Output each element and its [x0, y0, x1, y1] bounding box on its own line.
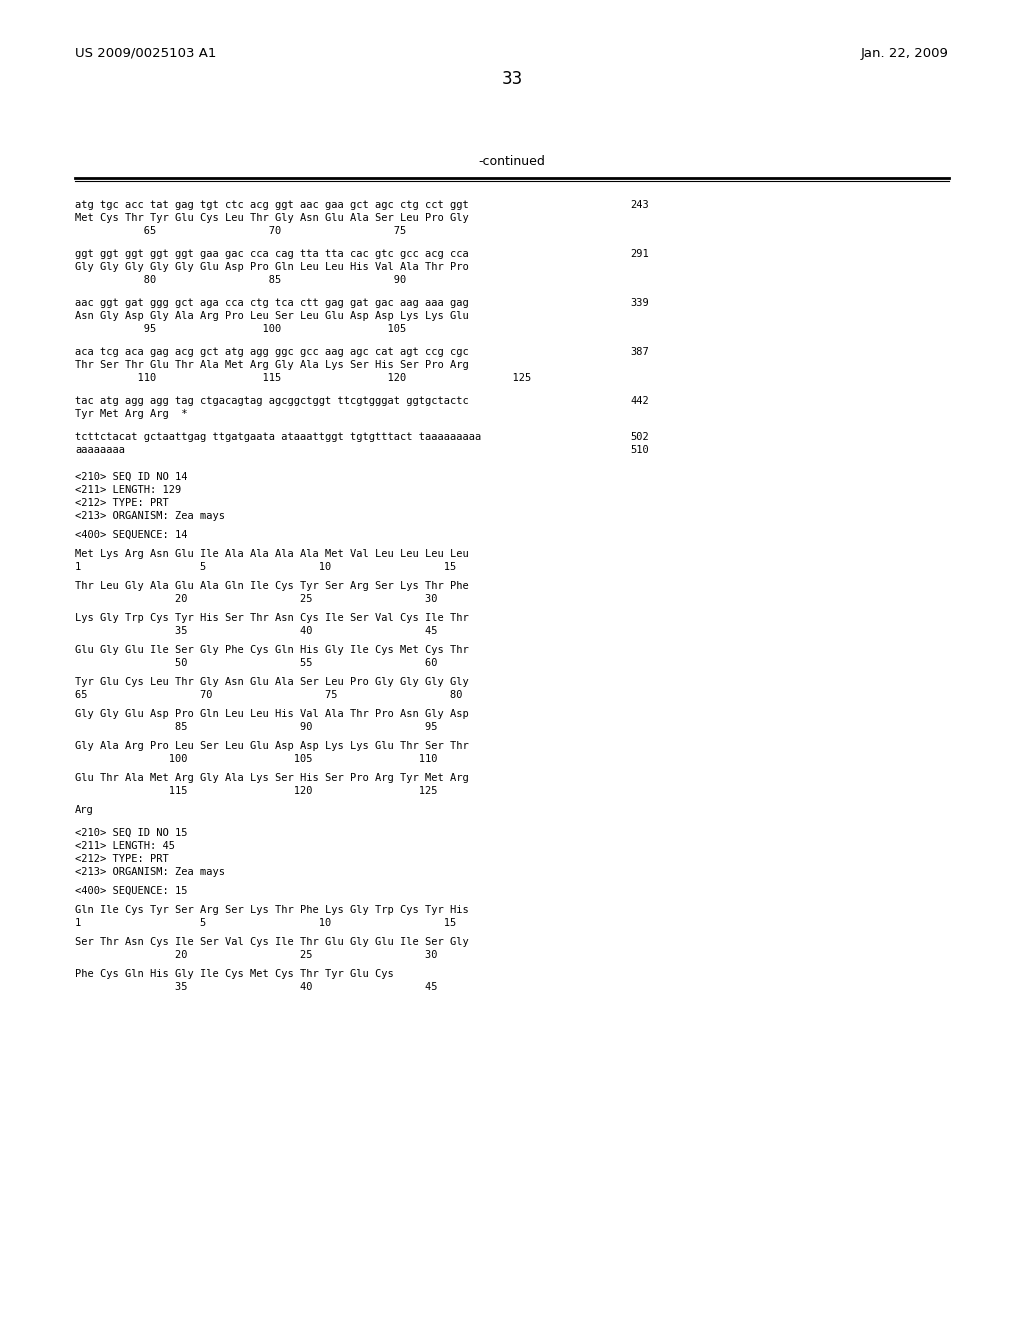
Text: <210> SEQ ID NO 15: <210> SEQ ID NO 15 [75, 828, 187, 838]
Text: 442: 442 [630, 396, 649, 407]
Text: 65                  70                  75                  80: 65 70 75 80 [75, 690, 463, 700]
Text: Glu Gly Glu Ile Ser Gly Phe Cys Gln His Gly Ile Cys Met Cys Thr: Glu Gly Glu Ile Ser Gly Phe Cys Gln His … [75, 645, 469, 655]
Text: 115                 120                 125: 115 120 125 [75, 785, 437, 796]
Text: 387: 387 [630, 347, 649, 356]
Text: aca tcg aca gag acg gct atg agg ggc gcc aag agc cat agt ccg cgc: aca tcg aca gag acg gct atg agg ggc gcc … [75, 347, 469, 356]
Text: Gly Ala Arg Pro Leu Ser Leu Glu Asp Asp Lys Lys Glu Thr Ser Thr: Gly Ala Arg Pro Leu Ser Leu Glu Asp Asp … [75, 741, 469, 751]
Text: 100                 105                 110: 100 105 110 [75, 754, 437, 764]
Text: 95                 100                 105: 95 100 105 [75, 323, 407, 334]
Text: Gly Gly Gly Gly Gly Glu Asp Pro Gln Leu Leu His Val Ala Thr Pro: Gly Gly Gly Gly Gly Glu Asp Pro Gln Leu … [75, 261, 469, 272]
Text: Tyr Glu Cys Leu Thr Gly Asn Glu Ala Ser Leu Pro Gly Gly Gly Gly: Tyr Glu Cys Leu Thr Gly Asn Glu Ala Ser … [75, 677, 469, 686]
Text: <213> ORGANISM: Zea mays: <213> ORGANISM: Zea mays [75, 867, 225, 876]
Text: 20                  25                  30: 20 25 30 [75, 950, 437, 960]
Text: aaaaaaaa: aaaaaaaa [75, 445, 125, 455]
Text: -continued: -continued [478, 154, 546, 168]
Text: 110                 115                 120                 125: 110 115 120 125 [75, 374, 531, 383]
Text: tcttctacat gctaattgag ttgatgaata ataaattggt tgtgtttact taaaaaaaaa: tcttctacat gctaattgag ttgatgaata ataaatt… [75, 432, 481, 442]
Text: atg tgc acc tat gag tgt ctc acg ggt aac gaa gct agc ctg cct ggt: atg tgc acc tat gag tgt ctc acg ggt aac … [75, 201, 469, 210]
Text: Phe Cys Gln His Gly Ile Cys Met Cys Thr Tyr Glu Cys: Phe Cys Gln His Gly Ile Cys Met Cys Thr … [75, 969, 394, 979]
Text: 35                  40                  45: 35 40 45 [75, 982, 437, 993]
Text: <211> LENGTH: 45: <211> LENGTH: 45 [75, 841, 175, 851]
Text: 35                  40                  45: 35 40 45 [75, 626, 437, 636]
Text: Lys Gly Trp Cys Tyr His Ser Thr Asn Cys Ile Ser Val Cys Ile Thr: Lys Gly Trp Cys Tyr His Ser Thr Asn Cys … [75, 612, 469, 623]
Text: Met Cys Thr Tyr Glu Cys Leu Thr Gly Asn Glu Ala Ser Leu Pro Gly: Met Cys Thr Tyr Glu Cys Leu Thr Gly Asn … [75, 213, 469, 223]
Text: 339: 339 [630, 298, 649, 308]
Text: 80                  85                  90: 80 85 90 [75, 275, 407, 285]
Text: ggt ggt ggt ggt ggt gaa gac cca cag tta tta cac gtc gcc acg cca: ggt ggt ggt ggt ggt gaa gac cca cag tta … [75, 249, 469, 259]
Text: Thr Ser Thr Glu Thr Ala Met Arg Gly Ala Lys Ser His Ser Pro Arg: Thr Ser Thr Glu Thr Ala Met Arg Gly Ala … [75, 360, 469, 370]
Text: Tyr Met Arg Arg  *: Tyr Met Arg Arg * [75, 409, 187, 418]
Text: 65                  70                  75: 65 70 75 [75, 226, 407, 236]
Text: Gly Gly Glu Asp Pro Gln Leu Leu His Val Ala Thr Pro Asn Gly Asp: Gly Gly Glu Asp Pro Gln Leu Leu His Val … [75, 709, 469, 719]
Text: <212> TYPE: PRT: <212> TYPE: PRT [75, 498, 169, 508]
Text: Thr Leu Gly Ala Glu Ala Gln Ile Cys Tyr Ser Arg Ser Lys Thr Phe: Thr Leu Gly Ala Glu Ala Gln Ile Cys Tyr … [75, 581, 469, 591]
Text: 1                   5                  10                  15: 1 5 10 15 [75, 917, 457, 928]
Text: Glu Thr Ala Met Arg Gly Ala Lys Ser His Ser Pro Arg Tyr Met Arg: Glu Thr Ala Met Arg Gly Ala Lys Ser His … [75, 774, 469, 783]
Text: Met Lys Arg Asn Glu Ile Ala Ala Ala Ala Met Val Leu Leu Leu Leu: Met Lys Arg Asn Glu Ile Ala Ala Ala Ala … [75, 549, 469, 558]
Text: 502: 502 [630, 432, 649, 442]
Text: <400> SEQUENCE: 15: <400> SEQUENCE: 15 [75, 886, 187, 896]
Text: <211> LENGTH: 129: <211> LENGTH: 129 [75, 484, 181, 495]
Text: 243: 243 [630, 201, 649, 210]
Text: US 2009/0025103 A1: US 2009/0025103 A1 [75, 48, 216, 59]
Text: 20                  25                  30: 20 25 30 [75, 594, 437, 605]
Text: <213> ORGANISM: Zea mays: <213> ORGANISM: Zea mays [75, 511, 225, 521]
Text: 510: 510 [630, 445, 649, 455]
Text: 33: 33 [502, 70, 522, 88]
Text: <210> SEQ ID NO 14: <210> SEQ ID NO 14 [75, 473, 187, 482]
Text: <400> SEQUENCE: 14: <400> SEQUENCE: 14 [75, 531, 187, 540]
Text: 85                  90                  95: 85 90 95 [75, 722, 437, 733]
Text: tac atg agg agg tag ctgacagtag agcggctggt ttcgtgggat ggtgctactc: tac atg agg agg tag ctgacagtag agcggctgg… [75, 396, 469, 407]
Text: Ser Thr Asn Cys Ile Ser Val Cys Ile Thr Glu Gly Glu Ile Ser Gly: Ser Thr Asn Cys Ile Ser Val Cys Ile Thr … [75, 937, 469, 946]
Text: 1                   5                  10                  15: 1 5 10 15 [75, 562, 457, 572]
Text: Asn Gly Asp Gly Ala Arg Pro Leu Ser Leu Glu Asp Asp Lys Lys Glu: Asn Gly Asp Gly Ala Arg Pro Leu Ser Leu … [75, 312, 469, 321]
Text: <212> TYPE: PRT: <212> TYPE: PRT [75, 854, 169, 865]
Text: 291: 291 [630, 249, 649, 259]
Text: Arg: Arg [75, 805, 94, 814]
Text: Gln Ile Cys Tyr Ser Arg Ser Lys Thr Phe Lys Gly Trp Cys Tyr His: Gln Ile Cys Tyr Ser Arg Ser Lys Thr Phe … [75, 906, 469, 915]
Text: 50                  55                  60: 50 55 60 [75, 657, 437, 668]
Text: aac ggt gat ggg gct aga cca ctg tca ctt gag gat gac aag aaa gag: aac ggt gat ggg gct aga cca ctg tca ctt … [75, 298, 469, 308]
Text: Jan. 22, 2009: Jan. 22, 2009 [861, 48, 949, 59]
